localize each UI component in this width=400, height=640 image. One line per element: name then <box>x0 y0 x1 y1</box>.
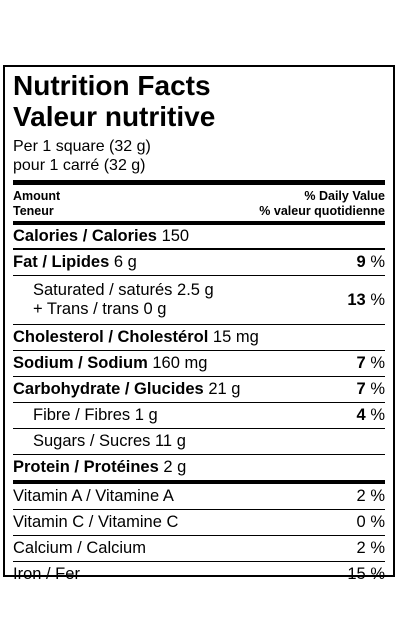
title-fr: Valeur nutritive <box>13 101 216 132</box>
row: Saturated / saturés 2.5 g + Trans / trans… <box>13 276 385 325</box>
dv: 7 <box>356 380 366 398</box>
unit: % <box>370 406 385 424</box>
row: Iron / Fer 15 % <box>13 562 385 587</box>
daily-value-fr: % valeur quotidienne <box>259 204 385 218</box>
amount: Amount <box>13 189 61 203</box>
label: Saturated / saturés <box>33 281 173 299</box>
unit: % <box>370 290 385 309</box>
daily-value: % Daily Value <box>304 189 385 203</box>
rule <box>13 180 385 185</box>
row: Fibre / Fibres 1 g 4 % <box>13 403 385 429</box>
amount: 2.5 g <box>177 281 214 299</box>
dv: 13 <box>347 290 366 309</box>
amount: 15 mg <box>212 328 259 346</box>
label: Carbohydrate / Glucides <box>13 380 204 398</box>
row: Vitamin A / Vitamine A 2 % <box>13 484 385 510</box>
label: Fibre / Fibres <box>33 406 131 424</box>
row: Fat / Lipides 6 g 9 % <box>13 250 385 276</box>
label: Calories / Calories <box>13 227 157 245</box>
row: Sodium / Sodium 160 mg 7 % <box>13 351 385 377</box>
unit: % <box>370 565 385 583</box>
amount: 0 g <box>143 300 167 318</box>
dv: 2 <box>356 487 366 505</box>
label: Fat / Lipides <box>13 253 110 271</box>
label: + Trans / trans <box>33 300 139 318</box>
label: Cholesterol / Cholestérol <box>13 328 209 346</box>
label: Sugars / Sucres <box>33 432 151 450</box>
row: Calories / Calories 150 <box>13 225 385 250</box>
amount: 1 g <box>134 406 158 424</box>
amount: 150 <box>161 227 190 245</box>
row: Calcium / Calcium 2 % <box>13 536 385 562</box>
label: Protein / Protéines <box>13 458 159 476</box>
amount: 21 g <box>208 380 241 398</box>
column-header: Amount Teneur % Daily Value% valeur quoti… <box>13 185 385 221</box>
dv: 15 <box>347 565 366 583</box>
row: Carbohydrate / Glucides 21 g 7 % <box>13 377 385 403</box>
row: Cholesterol / Cholestérol 15 mg <box>13 325 385 351</box>
title: Nutrition Facts <box>13 70 211 101</box>
header: Nutrition Facts Valeur nutritive Per 1 s… <box>5 70 393 587</box>
unit: % <box>370 513 385 531</box>
serving-fr: pour 1 carré (32 g) <box>13 157 146 174</box>
amount: 6 g <box>113 253 137 271</box>
unit: % <box>370 354 385 372</box>
unit: % <box>370 539 385 557</box>
unit: % <box>370 380 385 398</box>
dv: 4 <box>356 406 366 424</box>
dv: 7 <box>356 354 366 372</box>
dv: 9 <box>356 253 366 271</box>
label: Vitamin C / Vitamine C <box>13 513 179 531</box>
rule <box>13 480 385 484</box>
label: Vitamin A / Vitamine A <box>13 487 174 505</box>
amount-fr: Teneur <box>13 204 54 218</box>
dv: 0 <box>356 513 366 531</box>
unit: % <box>370 487 385 505</box>
amount: 160 mg <box>152 354 208 372</box>
label: Sodium / Sodium <box>13 354 148 372</box>
unit: % <box>370 253 385 271</box>
label: Calcium / Calcium <box>13 539 146 557</box>
dv: 2 <box>356 539 366 557</box>
amount: 11 g <box>154 432 186 450</box>
row: Protein / Protéines 2 g <box>13 455 385 480</box>
label: Iron / Fer <box>13 565 80 583</box>
rule <box>13 221 385 225</box>
row: Vitamin C / Vitamine C 0 % <box>13 510 385 536</box>
serving: Per 1 square (32 g) <box>13 138 151 155</box>
amount: 2 g <box>163 458 187 476</box>
nutrition-label: Nutrition Facts Valeur nutritive Per 1 s… <box>3 65 395 583</box>
row: Sugars / Sucres 11 g <box>13 429 385 455</box>
